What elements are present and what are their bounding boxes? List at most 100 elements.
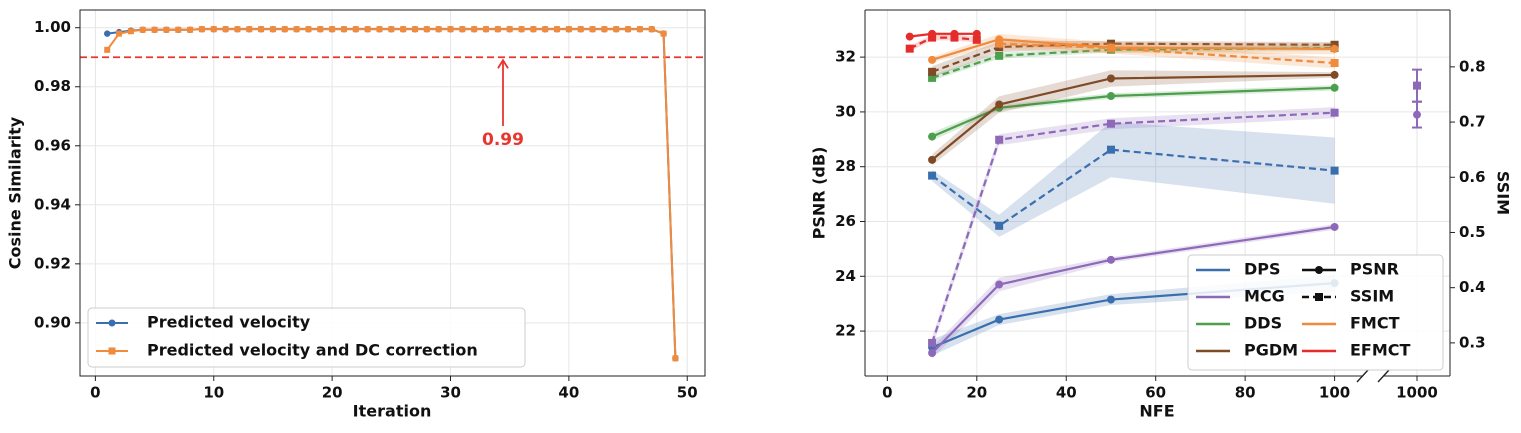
- marker: [928, 132, 937, 141]
- marker: [269, 26, 276, 33]
- series-line: [931, 148, 1335, 228]
- marker: [648, 26, 655, 33]
- marker: [905, 44, 914, 53]
- marker: [1330, 108, 1339, 117]
- marker: [589, 26, 596, 33]
- marker: [995, 280, 1004, 289]
- legend-label: PSNR: [1350, 260, 1399, 279]
- marker: [139, 26, 146, 33]
- break-mark: [1377, 369, 1390, 383]
- x-tick-label: 1000: [1396, 384, 1438, 402]
- marker: [1315, 266, 1323, 274]
- marker: [905, 32, 914, 41]
- series-line: [909, 36, 977, 50]
- marker: [995, 135, 1004, 144]
- error-band: [999, 38, 1335, 69]
- x-tick-label: 50: [677, 384, 698, 402]
- series-line: [931, 86, 1335, 138]
- x-tick-label: 20: [966, 384, 987, 402]
- marker: [672, 355, 679, 362]
- marker: [447, 26, 454, 33]
- marker: [127, 28, 134, 35]
- y2-tick-label: 0.3: [1459, 333, 1486, 351]
- y-tick-label: 28: [835, 157, 856, 175]
- marker: [995, 221, 1004, 230]
- y-axis-label: Cosine Similarity: [6, 116, 25, 269]
- marker: [1330, 166, 1339, 175]
- legend-box: [1187, 254, 1444, 371]
- y2-tick-label: 0.5: [1459, 223, 1486, 241]
- y-tick-label: 32: [835, 48, 856, 66]
- x-tick-label: 100: [1319, 384, 1350, 402]
- legend-box: [87, 307, 526, 368]
- marker: [104, 30, 111, 37]
- series-line: [931, 111, 1335, 344]
- marker: [506, 26, 513, 33]
- marker: [928, 55, 937, 64]
- marker: [293, 26, 300, 33]
- marker: [1106, 295, 1115, 304]
- marker: [1315, 293, 1323, 301]
- marker: [995, 100, 1004, 109]
- marker: [471, 26, 478, 33]
- y-tick-label: 24: [835, 267, 856, 285]
- break-gap: [1362, 374, 1384, 378]
- marker: [494, 26, 501, 33]
- marker: [613, 26, 620, 33]
- marker: [995, 39, 1004, 48]
- marker: [565, 26, 572, 33]
- x-tick-label: 40: [558, 384, 579, 402]
- marker: [258, 26, 265, 33]
- y2-tick-label: 0.8: [1459, 57, 1486, 75]
- x-tick-label: 20: [322, 384, 343, 402]
- marker: [400, 26, 407, 33]
- marker: [305, 26, 312, 33]
- y-tick-label: 0.94: [34, 195, 71, 213]
- marker: [928, 155, 937, 164]
- y-axis-label: PSNR (dB): [810, 147, 829, 240]
- y-tick-label: 0.98: [34, 77, 71, 95]
- marker: [1106, 255, 1115, 264]
- marker: [928, 33, 937, 42]
- marker: [411, 26, 418, 33]
- marker: [340, 26, 347, 33]
- marker: [928, 348, 937, 357]
- marker: [995, 315, 1004, 324]
- x-tick-label: 30: [440, 384, 461, 402]
- marker: [198, 26, 205, 33]
- marker: [246, 26, 253, 33]
- marker: [329, 26, 336, 33]
- legend-label: DDS: [1244, 314, 1282, 333]
- x-tick-label: 0: [882, 384, 892, 402]
- legend-label: MCG: [1244, 287, 1285, 306]
- marker: [1330, 58, 1339, 67]
- y2-axis-label: SSIM: [1494, 171, 1513, 215]
- marker: [660, 30, 667, 37]
- error-band: [932, 40, 1335, 78]
- y2-tick-label: 0.7: [1459, 113, 1486, 131]
- marker: [234, 26, 241, 33]
- marker: [1330, 44, 1339, 53]
- legend-label: EFMCT: [1350, 341, 1411, 360]
- marker: [554, 26, 561, 33]
- series-line: [931, 46, 1335, 79]
- error-band: [909, 34, 977, 52]
- marker: [928, 73, 937, 82]
- marker: [187, 26, 194, 33]
- marker: [542, 26, 549, 33]
- y-tick-label: 22: [835, 322, 856, 340]
- series-line: [931, 38, 1335, 61]
- y-tick-label: 30: [835, 102, 856, 120]
- y2-tick-label: 0.6: [1459, 168, 1486, 186]
- marker: [1413, 110, 1421, 119]
- legend-label: PGDM: [1244, 341, 1298, 360]
- marker: [636, 26, 643, 33]
- x-axis-label: NFE: [1139, 402, 1174, 421]
- x-tick-label: 10: [203, 384, 224, 402]
- marker: [995, 51, 1004, 60]
- annotation: 0.99: [482, 130, 524, 150]
- legend-label: DPS: [1244, 260, 1281, 279]
- x-tick-label: 40: [1056, 384, 1077, 402]
- marker: [281, 26, 288, 33]
- marker: [423, 26, 430, 33]
